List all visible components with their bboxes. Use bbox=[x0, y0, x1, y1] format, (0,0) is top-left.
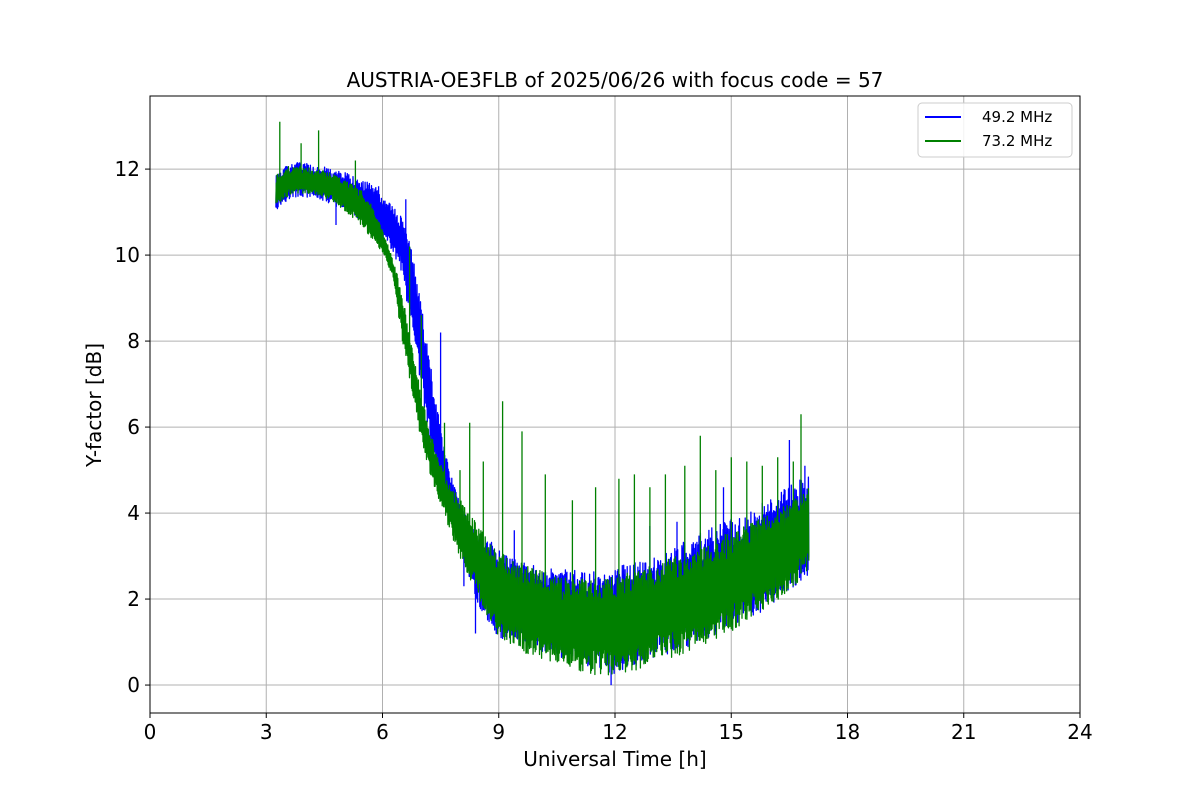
y-tick-label: 2 bbox=[127, 587, 140, 611]
legend-label-49mhz: 49.2 MHz bbox=[982, 108, 1052, 126]
x-tick-label: 21 bbox=[951, 720, 976, 744]
legend-label-73mhz: 73.2 MHz bbox=[982, 132, 1052, 150]
y-axis-label: Y-factor [dB] bbox=[82, 343, 106, 468]
x-tick-label: 3 bbox=[260, 720, 273, 744]
x-tick-label: 9 bbox=[492, 720, 505, 744]
y-tick-label: 0 bbox=[127, 673, 140, 697]
y-tick-label: 4 bbox=[127, 501, 140, 525]
legend[interactable]: 49.2 MHz 73.2 MHz bbox=[917, 102, 1073, 158]
x-tick-label: 24 bbox=[1067, 720, 1092, 744]
x-axis-label: Universal Time [h] bbox=[523, 747, 706, 771]
x-axis: 0 3 6 9 12 15 18 21 24 bbox=[144, 713, 1093, 744]
y-tick-label: 8 bbox=[127, 329, 140, 353]
y-tick-label: 12 bbox=[115, 157, 140, 181]
series-line-73mhz bbox=[275, 121, 810, 676]
y-axis: 0 2 4 6 8 10 12 bbox=[115, 157, 150, 697]
series-layer bbox=[275, 121, 810, 686]
x-tick-label: 18 bbox=[835, 720, 860, 744]
x-tick-label: 15 bbox=[719, 720, 744, 744]
chart-title: AUSTRIA-OE3FLB of 2025/06/26 with focus … bbox=[347, 68, 884, 92]
x-tick-label: 6 bbox=[376, 720, 389, 744]
y-tick-label: 10 bbox=[115, 243, 140, 267]
y-tick-label: 6 bbox=[127, 415, 140, 439]
x-tick-label: 0 bbox=[144, 720, 157, 744]
x-tick-label: 12 bbox=[602, 720, 627, 744]
